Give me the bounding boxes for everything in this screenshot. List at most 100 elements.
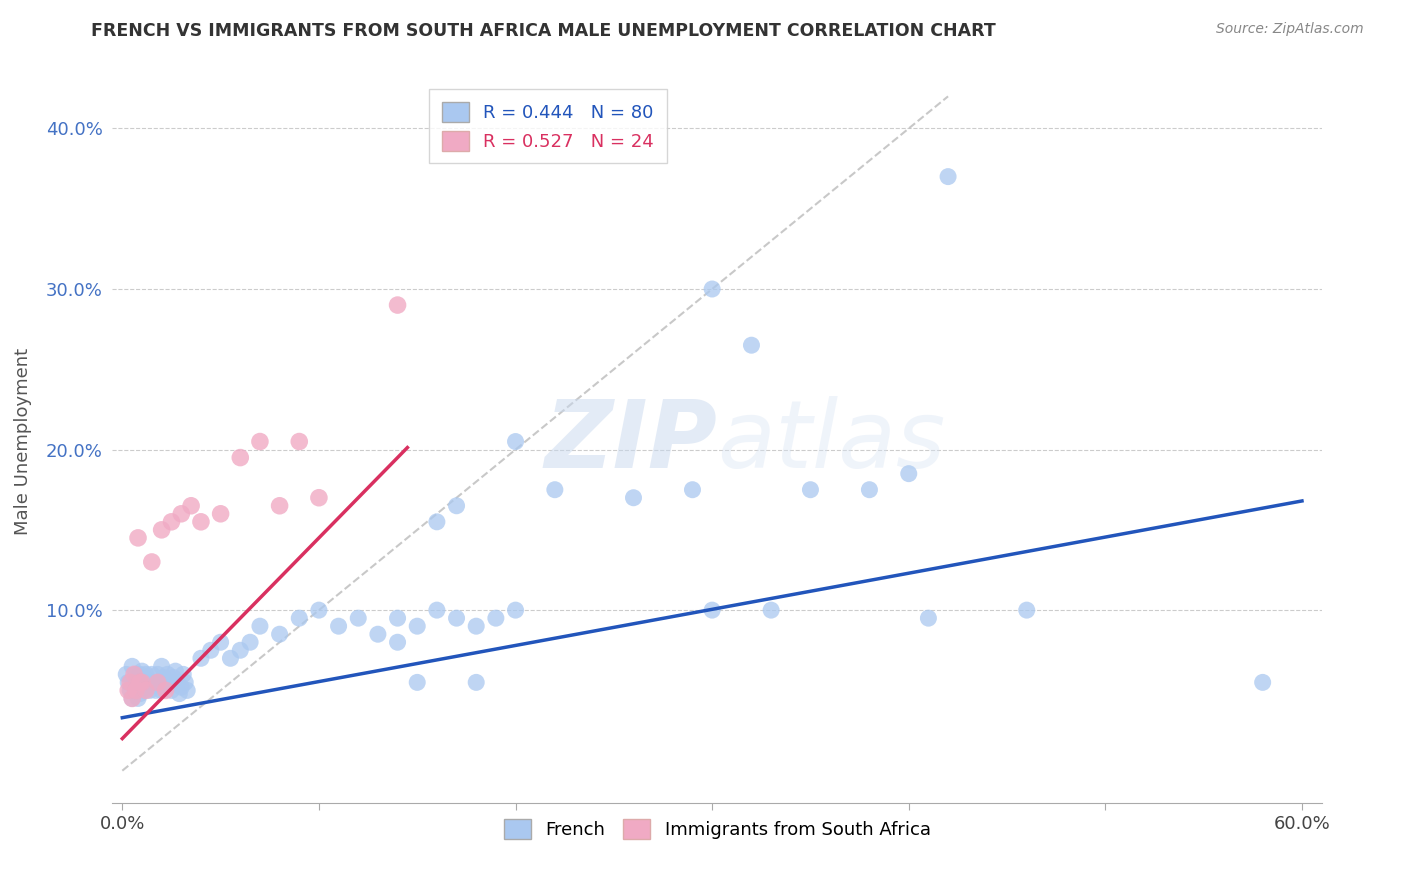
- Point: [129, 675, 152, 690]
- Point: [249, 619, 271, 633]
- Point: [155, 680, 177, 694]
- Point: [125, 683, 148, 698]
- Point: [132, 683, 155, 698]
- Point: [129, 667, 152, 681]
- Point: [132, 671, 155, 685]
- Point: [131, 675, 153, 690]
- Point: [328, 619, 350, 633]
- Point: [120, 675, 142, 690]
- Point: [174, 675, 197, 690]
- Point: [170, 680, 193, 694]
- Point: [146, 667, 169, 681]
- Point: [897, 467, 920, 481]
- Point: [239, 635, 262, 649]
- Point: [799, 483, 821, 497]
- Point: [387, 298, 409, 312]
- Point: [209, 635, 232, 649]
- Point: [759, 603, 782, 617]
- Point: [229, 450, 252, 465]
- Point: [160, 683, 183, 698]
- Point: [485, 611, 508, 625]
- Point: [367, 627, 389, 641]
- Point: [121, 659, 143, 673]
- Point: [155, 683, 177, 698]
- Point: [200, 643, 222, 657]
- Point: [269, 499, 291, 513]
- Point: [465, 675, 488, 690]
- Point: [136, 675, 159, 690]
- Text: Source: ZipAtlas.com: Source: ZipAtlas.com: [1216, 22, 1364, 37]
- Point: [229, 643, 252, 657]
- Point: [150, 659, 173, 673]
- Point: [387, 635, 409, 649]
- Point: [122, 667, 145, 681]
- Point: [347, 611, 370, 625]
- Point: [165, 664, 187, 678]
- Point: [120, 683, 142, 698]
- Point: [288, 434, 311, 449]
- Point: [156, 667, 179, 681]
- Point: [159, 675, 181, 690]
- Point: [135, 667, 157, 681]
- Point: [150, 683, 173, 698]
- Point: [142, 675, 165, 690]
- Point: [141, 667, 163, 681]
- Point: [406, 619, 429, 633]
- Point: [139, 683, 162, 698]
- Point: [166, 675, 188, 690]
- Point: [149, 675, 172, 690]
- Point: [1251, 675, 1274, 690]
- Point: [122, 675, 145, 690]
- Text: ZIP: ZIP: [544, 395, 717, 488]
- Point: [858, 483, 880, 497]
- Text: FRENCH VS IMMIGRANTS FROM SOUTH AFRICA MALE UNEMPLOYMENT CORRELATION CHART: FRENCH VS IMMIGRANTS FROM SOUTH AFRICA M…: [91, 22, 995, 40]
- Point: [131, 675, 153, 690]
- Point: [426, 515, 449, 529]
- Point: [544, 483, 567, 497]
- Point: [308, 491, 330, 505]
- Point: [172, 667, 194, 681]
- Point: [209, 507, 232, 521]
- Point: [150, 523, 173, 537]
- Point: [176, 683, 198, 698]
- Point: [180, 499, 202, 513]
- Point: [152, 671, 174, 685]
- Point: [505, 603, 527, 617]
- Point: [702, 282, 724, 296]
- Point: [125, 667, 148, 681]
- Point: [129, 687, 152, 701]
- Text: atlas: atlas: [717, 396, 945, 487]
- Point: [387, 611, 409, 625]
- Point: [249, 434, 271, 449]
- Point: [117, 683, 139, 698]
- Point: [219, 651, 242, 665]
- Point: [917, 611, 939, 625]
- Point: [141, 555, 163, 569]
- Point: [131, 664, 153, 678]
- Point: [682, 483, 704, 497]
- Point: [135, 683, 157, 698]
- Point: [190, 515, 212, 529]
- Point: [740, 338, 762, 352]
- Point: [190, 651, 212, 665]
- Point: [162, 671, 184, 685]
- Point: [125, 683, 148, 698]
- Point: [160, 515, 183, 529]
- Point: [146, 675, 169, 690]
- Point: [308, 603, 330, 617]
- Point: [269, 627, 291, 641]
- Point: [121, 691, 143, 706]
- Point: [117, 675, 139, 690]
- Point: [145, 683, 167, 698]
- Point: [115, 667, 138, 681]
- Legend: French, Immigrants from South Africa: French, Immigrants from South Africa: [495, 810, 939, 848]
- Point: [465, 619, 488, 633]
- Point: [288, 611, 311, 625]
- Point: [426, 603, 449, 617]
- Point: [170, 507, 193, 521]
- Point: [127, 691, 149, 706]
- Point: [406, 675, 429, 690]
- Point: [505, 434, 527, 449]
- Point: [1015, 603, 1038, 617]
- Point: [135, 680, 157, 694]
